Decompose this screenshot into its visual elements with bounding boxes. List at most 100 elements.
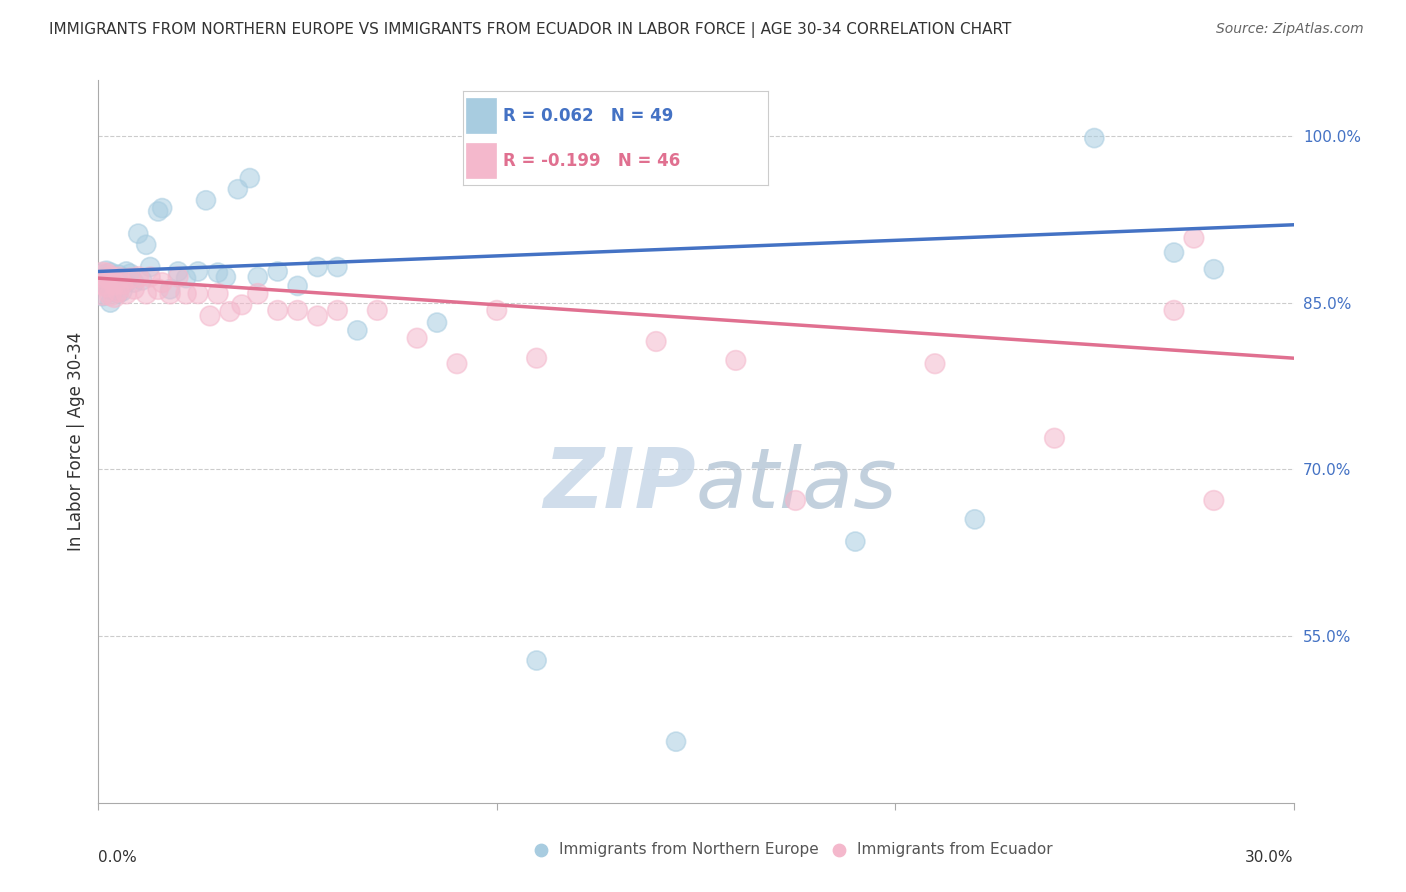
Point xyxy=(231,298,253,312)
Point xyxy=(246,270,269,285)
Point xyxy=(215,270,238,285)
Point xyxy=(426,316,449,330)
Point xyxy=(187,286,209,301)
Point xyxy=(724,353,747,368)
Point xyxy=(120,267,142,281)
Point xyxy=(103,277,125,291)
Text: ZIP: ZIP xyxy=(543,444,696,525)
Point xyxy=(844,534,866,549)
Point xyxy=(267,264,290,278)
Text: IMMIGRANTS FROM NORTHERN EUROPE VS IMMIGRANTS FROM ECUADOR IN LABOR FORCE | AGE : IMMIGRANTS FROM NORTHERN EUROPE VS IMMIG… xyxy=(49,22,1011,38)
Text: 30.0%: 30.0% xyxy=(1246,850,1294,864)
Text: 0.0%: 0.0% xyxy=(98,850,138,864)
Point xyxy=(111,271,134,285)
Point xyxy=(139,270,162,285)
Point xyxy=(159,282,181,296)
Point xyxy=(124,282,146,296)
Point xyxy=(91,286,114,301)
Point xyxy=(107,276,129,290)
Point xyxy=(98,271,122,285)
Point xyxy=(785,493,807,508)
Point xyxy=(115,286,138,301)
Point xyxy=(307,260,329,274)
Point xyxy=(1043,431,1066,445)
Point xyxy=(96,268,118,282)
Point xyxy=(326,303,349,318)
Point xyxy=(103,290,125,304)
Point xyxy=(239,171,262,186)
Text: Source: ZipAtlas.com: Source: ZipAtlas.com xyxy=(1216,22,1364,37)
Point xyxy=(526,653,548,667)
Point xyxy=(98,282,122,296)
Point xyxy=(91,276,114,290)
Point xyxy=(139,260,162,274)
Point xyxy=(1163,245,1185,260)
Point xyxy=(150,201,173,215)
Point xyxy=(103,270,125,285)
Point xyxy=(406,331,429,345)
Point xyxy=(167,270,190,285)
Point xyxy=(115,264,138,278)
Point xyxy=(924,357,946,371)
Point xyxy=(446,357,468,371)
Point xyxy=(1202,262,1225,277)
Text: Immigrants from Ecuador: Immigrants from Ecuador xyxy=(858,842,1053,857)
Point xyxy=(366,303,388,318)
Point xyxy=(159,286,181,301)
Point xyxy=(96,271,118,285)
Point xyxy=(226,182,249,196)
Point xyxy=(195,194,218,208)
Point xyxy=(120,271,142,285)
Point xyxy=(174,271,197,285)
Point xyxy=(148,204,170,219)
Point xyxy=(131,273,153,287)
Point xyxy=(127,227,149,241)
Point xyxy=(91,273,114,287)
Point xyxy=(111,285,134,299)
Point xyxy=(1182,231,1205,245)
Point xyxy=(91,286,114,301)
Point xyxy=(107,268,129,282)
Point xyxy=(107,271,129,285)
Point xyxy=(91,268,114,282)
Point xyxy=(98,288,122,302)
Point xyxy=(96,279,118,293)
Point xyxy=(207,286,229,301)
Point xyxy=(148,282,170,296)
Point xyxy=(963,512,986,526)
Point xyxy=(135,286,157,301)
Point xyxy=(135,237,157,252)
Y-axis label: In Labor Force | Age 30-34: In Labor Force | Age 30-34 xyxy=(66,332,84,551)
Point xyxy=(174,286,197,301)
Point xyxy=(107,285,129,299)
Point xyxy=(645,334,668,349)
Point xyxy=(187,264,209,278)
Point xyxy=(91,268,114,282)
Point xyxy=(111,277,134,291)
Point xyxy=(167,264,190,278)
Point xyxy=(115,276,138,290)
Point xyxy=(1202,493,1225,508)
Point xyxy=(246,286,269,301)
Point xyxy=(1083,131,1105,145)
Point xyxy=(267,303,290,318)
Point xyxy=(665,734,688,748)
Point xyxy=(1163,303,1185,318)
Point xyxy=(96,264,118,278)
Point xyxy=(98,295,122,310)
Point xyxy=(96,279,118,293)
Point xyxy=(207,266,229,280)
Point xyxy=(287,303,309,318)
Point xyxy=(326,260,349,274)
Point xyxy=(107,286,129,301)
Point xyxy=(219,304,242,318)
Point xyxy=(198,309,221,323)
Point xyxy=(485,303,508,318)
Point xyxy=(150,276,173,290)
Text: atlas: atlas xyxy=(696,444,897,525)
Point xyxy=(127,270,149,285)
Point xyxy=(526,351,548,366)
Point xyxy=(98,267,122,281)
Point xyxy=(346,323,368,337)
Point xyxy=(103,284,125,298)
